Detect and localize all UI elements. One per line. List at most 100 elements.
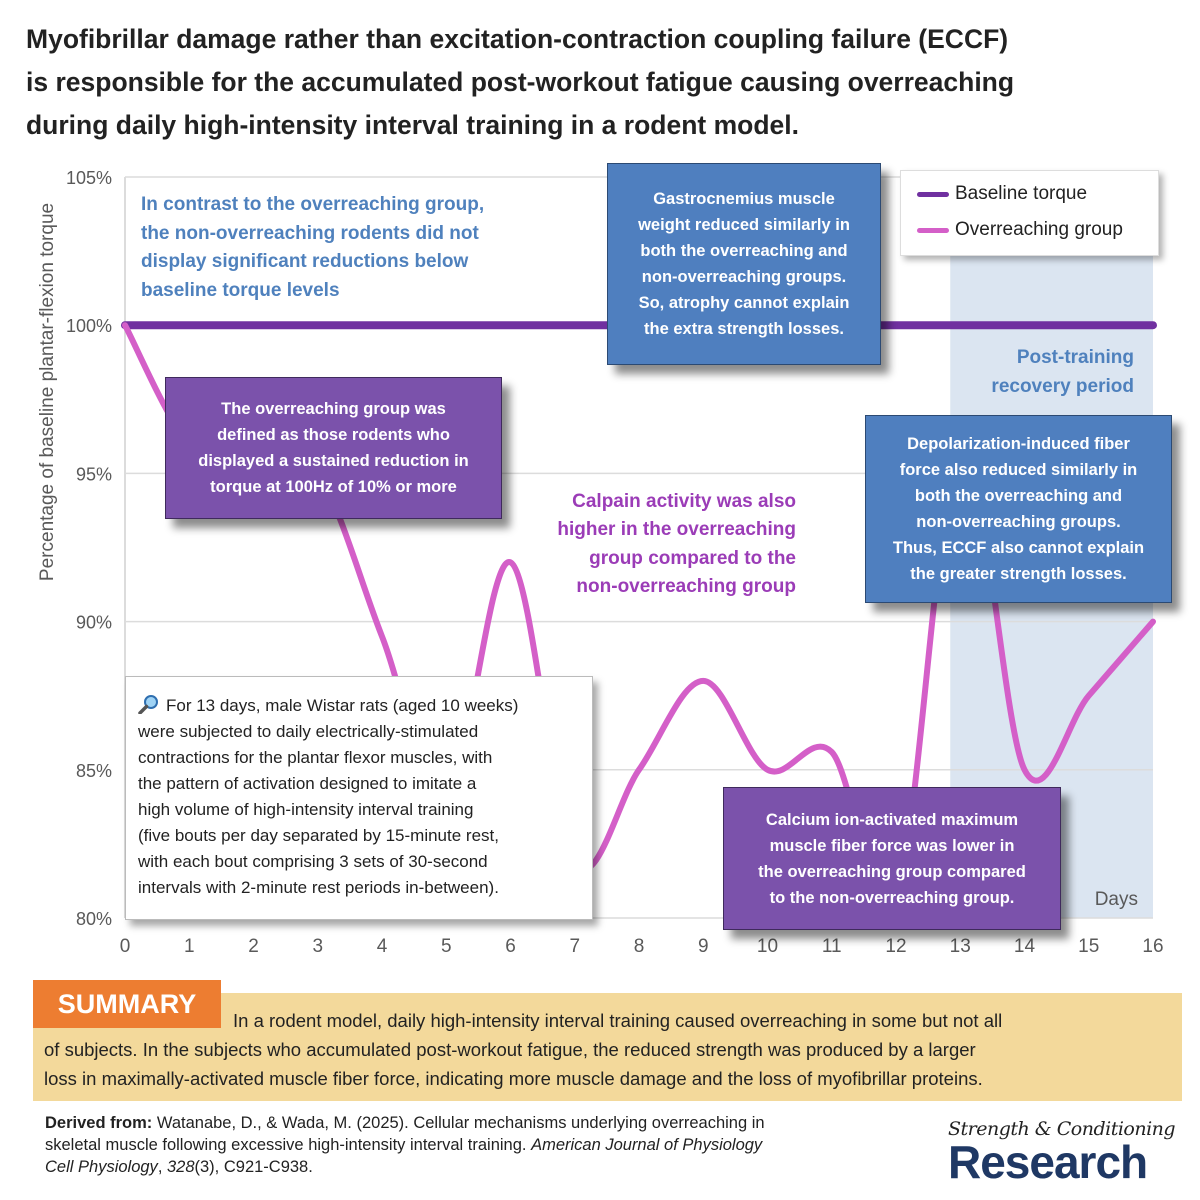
methods-line: (five bouts per day separated by 15-minu… (138, 826, 499, 845)
annotation-line: non-overreaching groups. (641, 268, 847, 286)
annotation-line: Thus, ECCF also cannot explain (892, 539, 1145, 557)
annotation-line: higher in the overreaching (557, 519, 796, 541)
x-tick-label: 5 (441, 936, 452, 957)
calpain-annotation: Calpain activity was also higher in the … (500, 488, 796, 601)
annotation-line: torque at 100Hz of 10% or more (210, 478, 457, 496)
summary-panel (33, 993, 1182, 1101)
x-tick-label: 14 (1014, 936, 1036, 957)
y-tick-label: 80% (76, 909, 112, 929)
annotation-line: the non-overreaching rodents did not (141, 222, 479, 244)
non-overreaching-annotation: In contrast to the overreaching group, t… (141, 191, 484, 305)
summary-line: loss in maximally-activated muscle fiber… (44, 1068, 983, 1089)
citation-line: Derived from: Watanabe, D., & Wada, M. (… (45, 1112, 765, 1134)
citation-text: , (157, 1158, 167, 1176)
depolarization-annotation-box: Depolarization-induced fiber force also … (865, 415, 1172, 603)
summary-line: In a rodent model, daily high-intensity … (233, 1010, 1003, 1031)
recovery-label-line: Post-training (1016, 347, 1134, 368)
legend-label: Baseline torque (955, 183, 1088, 204)
summary-label: SUMMARY (33, 980, 221, 1028)
methods-line: the pattern of activation designed to im… (138, 774, 477, 793)
summary-line: of subjects. In the subjects who accumul… (44, 1039, 976, 1060)
annotation-line: defined as those rodents who (217, 426, 450, 444)
annotation-line: Gastrocnemius muscle (653, 190, 835, 208)
legend-label: Overreaching group (955, 219, 1123, 240)
x-tick-label: 8 (634, 936, 645, 957)
annotation-line: displayed a sustained reduction in (198, 452, 469, 470)
y-axis-label: Percentage of baseline plantar-flexion t… (37, 203, 58, 581)
annotation-line: the extra strength losses. (644, 320, 844, 338)
x-tick-label: 4 (377, 936, 388, 957)
brand-logo: Strength & Conditioning Research (948, 1118, 1180, 1188)
annotation-line: both the overreaching and (640, 242, 848, 260)
citation-text: (3), C921-C938. (194, 1158, 313, 1176)
annotation-line: In contrast to the overreaching group, (141, 194, 485, 215)
annotation-line: Calpain activity was also (572, 491, 796, 512)
x-tick-label: 13 (950, 936, 971, 957)
annotation-line: non-overreaching groups. (916, 513, 1121, 531)
logo-wordmark: Research (948, 1136, 1148, 1188)
citation-journal: American Journal of Physiology (531, 1136, 763, 1154)
title-line: during daily high-intensity interval tra… (26, 110, 799, 140)
methods-line: high volume of high-intensity interval t… (138, 800, 474, 819)
recovery-period-label: Post-training recovery period (940, 343, 1134, 401)
page-title: Myofibrillar damage rather than excitati… (26, 18, 1014, 147)
methods-text: For 13 days, male Wistar rats (aged 10 w… (166, 696, 519, 715)
x-tick-label: 15 (1078, 936, 1099, 957)
annotation-line: to the non-overreaching group. (769, 888, 1015, 907)
definition-annotation-box: The overreaching group was defined as th… (165, 377, 502, 519)
methods-line: with each bout comprising 3 sets of 30-s… (138, 852, 488, 871)
legend-swatch (917, 191, 949, 197)
citation-line: Cell Physiology, 328(3), C921-C938. (45, 1156, 765, 1178)
x-tick-label: 6 (505, 936, 516, 957)
annotation-line: Depolarization-induced fiber (907, 435, 1130, 453)
annotation-line: weight reduced similarly in (638, 216, 850, 234)
citation-line: skeletal muscle following excessive high… (45, 1134, 765, 1156)
annotation-line: group compared to the (589, 547, 796, 569)
x-axis-label: Days (1095, 889, 1138, 910)
legend-swatch (917, 227, 949, 233)
y-tick-label: 95% (76, 464, 112, 484)
x-tick-label: 2 (248, 936, 259, 957)
y-tick-label: 85% (76, 761, 112, 781)
legend-item-overreaching: Overreaching group (917, 219, 1123, 241)
x-tick-label: 16 (1142, 936, 1163, 957)
methods-line: intervals with 2-minute rest periods in-… (138, 878, 499, 897)
x-tick-label: 1 (184, 936, 195, 957)
y-tick-label: 90% (76, 613, 112, 633)
title-line: Myofibrillar damage rather than excitati… (26, 24, 1009, 54)
citation-text: Watanabe, D., & Wada, M. (2025). Cellula… (152, 1114, 765, 1132)
annotation-line: baseline torque levels (141, 279, 340, 301)
legend-item-baseline: Baseline torque (917, 183, 1087, 205)
annotation-line: force also reduced similarly in (899, 461, 1138, 479)
methods-line: For 13 days, male Wistar rats (aged 10 w… (138, 693, 592, 719)
citation-prefix: Derived from: (45, 1114, 153, 1132)
annotation-line: non-overreaching group (576, 575, 796, 597)
magnifier-icon (138, 695, 158, 715)
x-tick-label: 7 (569, 936, 580, 957)
annotation-line: muscle fiber force was lower in (769, 836, 1015, 855)
methods-line: contractions for the plantar flexor musc… (138, 748, 493, 767)
title-line: is responsible for the accumulated post-… (26, 67, 1015, 97)
methods-line: were subjected to daily electrically-sti… (138, 722, 479, 741)
y-tick-label: 100% (66, 316, 112, 336)
annotation-line: display significant reductions below (141, 251, 469, 272)
citation-volume: 328 (166, 1158, 195, 1176)
x-tick-label: 11 (822, 936, 842, 957)
summary-text: In a rodent model, daily high-intensity … (44, 1006, 1002, 1093)
citation: Derived from: Watanabe, D., & Wada, M. (… (45, 1112, 765, 1178)
annotation-line: the overreaching group compared (758, 862, 1026, 881)
calcium-annotation-box: Calcium ion-activated maximum muscle fib… (723, 787, 1061, 930)
x-tick-label: 9 (698, 936, 709, 957)
annotation-line: the greater strength losses. (910, 565, 1127, 583)
chart-legend: Baseline torque Overreaching group (900, 170, 1159, 256)
annotation-line: So, atrophy cannot explain (638, 294, 850, 312)
annotation-line: Calcium ion-activated maximum (765, 810, 1019, 829)
x-tick-label: 12 (885, 936, 906, 957)
x-tick-label: 3 (312, 936, 323, 957)
citation-journal: Cell Physiology (45, 1158, 158, 1176)
x-tick-label: 10 (757, 936, 778, 957)
gastrocnemius-annotation-box: Gastrocnemius muscle weight reduced simi… (607, 163, 881, 365)
annotation-line: The overreaching group was (221, 400, 446, 418)
y-tick-label: 105% (66, 168, 112, 188)
x-tick-label: 0 (120, 936, 131, 957)
